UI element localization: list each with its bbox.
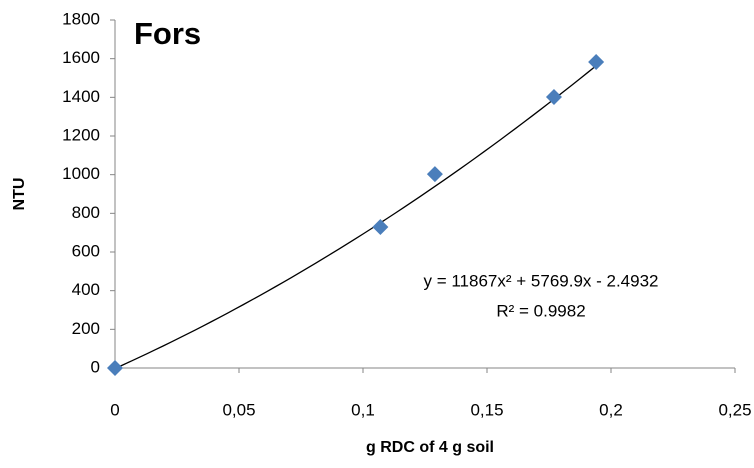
marker	[545, 88, 562, 105]
y-tick-label: 1400	[62, 87, 100, 106]
marker	[372, 219, 389, 236]
y-axis-title: NTU	[11, 178, 28, 211]
chart-title: Fors	[134, 16, 201, 51]
y-tick-label: 400	[72, 280, 100, 299]
trendline	[114, 65, 597, 370]
marker	[588, 53, 605, 70]
y-tick-label: 1600	[62, 48, 100, 67]
y-tick-label: 1800	[62, 9, 100, 28]
x-tick-label: 0,1	[351, 400, 375, 419]
y-tick-label: 1200	[62, 125, 100, 144]
y-tick-label: 200	[72, 319, 100, 338]
x-tick-label: 0,05	[222, 400, 255, 419]
marker	[426, 166, 443, 183]
marker	[107, 360, 123, 376]
y-tick-label: 600	[72, 241, 100, 260]
x-tick-label: 0	[110, 400, 119, 419]
x-tick-label: 0,25	[718, 400, 751, 419]
x-tick-label: 0,2	[599, 400, 623, 419]
y-tick-label: 0	[91, 357, 100, 376]
x-tick-label: 0,15	[470, 400, 503, 419]
y-tick-label: 800	[72, 203, 100, 222]
trendline-equation: y = 11867x² + 5769.9x - 2.4932	[423, 271, 658, 290]
y-tick-label: 1000	[62, 164, 100, 183]
x-axis-title: g RDC of 4 g soil	[366, 439, 494, 456]
trendline-r-squared: R² = 0.9982	[496, 301, 585, 320]
